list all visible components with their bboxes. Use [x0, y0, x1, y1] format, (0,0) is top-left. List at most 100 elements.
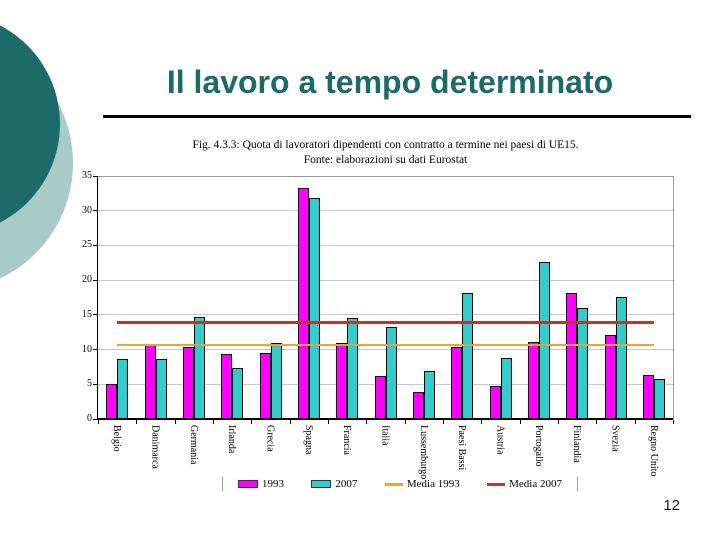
x-tick-3 [213, 420, 214, 424]
plot-right-border [673, 176, 674, 419]
y-axis-label-15: 15 [82, 308, 92, 320]
bar-2007-austria [500, 358, 512, 419]
bar-2007-lussemburgo [423, 371, 435, 419]
x-tick-7 [366, 420, 368, 424]
bar-2007-finlandia [577, 308, 589, 419]
x-axis-label-italia: Italia [379, 425, 391, 446]
legend-item-2007: 2007 [311, 478, 357, 490]
x-tick-1 [136, 420, 138, 424]
x-axis-label-francia: Francia [341, 425, 353, 455]
bar-2007-danimarca [155, 359, 167, 419]
reference-line-media-1993 [117, 343, 654, 346]
x-axis-label-austria: Austria [494, 425, 506, 455]
x-axis [97, 418, 673, 420]
y-tick-0 [93, 418, 98, 420]
gridline-20 [98, 279, 673, 281]
x-axis-label-portogallo: Portogallo [532, 425, 544, 467]
title-underline [103, 115, 691, 118]
y-tick-30 [93, 210, 98, 212]
bar-1993-danimarca [144, 345, 156, 419]
bar-2007-belgio [117, 359, 129, 419]
slide-title: Il lavoro a tempo determinato [166, 64, 614, 100]
x-tick-0 [98, 420, 99, 424]
bar-1993-belgio [106, 384, 118, 419]
bar-1993-regno-unito [642, 375, 654, 419]
x-axis-label-svezia: Svezia [609, 425, 621, 452]
legend-line-swatch-media-2007 [487, 482, 506, 486]
bar-2007-germania [193, 317, 205, 419]
legend-label: Media 1993 [406, 478, 460, 490]
legend-item-media-2007: Media 2007 [487, 478, 562, 490]
x-tick-14 [634, 420, 636, 424]
x-tick-2 [174, 420, 176, 424]
x-tick-10 [481, 420, 483, 424]
bar-1993-spagna [297, 188, 309, 419]
y-tick-35 [93, 175, 98, 177]
legend-right-tick [577, 477, 578, 491]
bar-1993-grecia [259, 353, 271, 419]
bar-1993-irlanda [221, 354, 233, 419]
bar-2007-francia [347, 318, 359, 419]
y-tick-5 [93, 383, 98, 385]
legend-label: 1993 [262, 478, 284, 490]
chart-legend: 1993 2007 Media 1993 Media 2007 [222, 475, 578, 493]
chart-title-line2: Fonte: elaborazioni su dati Eurostat [303, 154, 468, 166]
bar-1993-germania [182, 347, 194, 419]
x-tick-11 [519, 420, 521, 424]
x-axis-label-spagna: Spagna [302, 425, 314, 455]
x-tick-4 [251, 420, 253, 424]
bar-1993-italia [374, 376, 386, 419]
x-tick-6 [328, 420, 329, 424]
bar-2007-spagna [308, 198, 320, 419]
x-tick-13 [596, 420, 598, 424]
x-tick-9 [443, 420, 444, 424]
y-axis-label-25: 25 [82, 239, 92, 251]
bar-2007-irlanda [232, 368, 244, 419]
bar-1993-austria [489, 386, 501, 419]
y-tick-20 [93, 279, 98, 281]
x-axis-label-lussemburgo: Lussemburgo [417, 425, 429, 480]
bar-1993-lussemburgo [412, 392, 424, 419]
legend-item-1993: 1993 [238, 478, 284, 490]
y-axis-label-35: 35 [82, 170, 92, 181]
y-tick-25 [93, 244, 98, 246]
x-axis-label-grecia: Grecia [264, 425, 276, 452]
gridline-15 [98, 314, 673, 316]
page-number: 12 [663, 497, 680, 514]
x-axis-label-finlandia: Finlandia [571, 425, 583, 463]
legend-label: 2007 [335, 478, 358, 490]
y-axis-label-5: 5 [87, 378, 92, 390]
x-axis-label-danimarca: Danimarca [149, 425, 161, 469]
x-tick-12 [558, 420, 559, 424]
bar-1993-finlandia [566, 293, 578, 419]
reference-line-media-2007 [117, 320, 654, 324]
bar-2007-grecia [270, 343, 282, 419]
bar-2007-portogallo [538, 262, 550, 419]
chart-title-line1: Fig. 4.3.3: Quota di lavoratori dipenden… [192, 139, 579, 151]
legend-line-swatch-media-1993 [384, 482, 403, 486]
chart-title: Fig. 4.3.3: Quota di lavoratori dipenden… [98, 138, 673, 168]
legend-color-swatch-1993 [238, 480, 258, 488]
x-axis-label-irlanda: Irlanda [226, 425, 238, 454]
x-axis-label-belgio: Belgio [111, 425, 123, 452]
bar-2007-italia [385, 327, 397, 419]
x-axis-label-paesi-bassi: Paesi Bassi [456, 425, 468, 471]
legend-color-swatch-2007 [311, 480, 332, 488]
bar-2007-svezia [615, 297, 627, 419]
y-axis-label-30: 30 [82, 204, 92, 216]
x-axis-label-regno-unito: Regno Unito [647, 425, 659, 477]
y-tick-15 [93, 314, 98, 316]
gridline-30 [98, 210, 673, 212]
gridline-25 [98, 244, 673, 246]
bar-2007-paesi-bassi [462, 293, 474, 419]
bar-1993-paesi-bassi [451, 347, 463, 419]
plot-top-border [98, 176, 673, 177]
y-axis-label-10: 10 [82, 343, 92, 355]
bar-2007-regno-unito [653, 379, 665, 419]
legend-left-tick [222, 477, 223, 491]
legend-item-media-1993: Media 1993 [384, 478, 460, 490]
bar-1993-portogallo [527, 342, 539, 419]
y-tick-10 [93, 349, 98, 351]
y-axis-label-20: 20 [82, 274, 92, 286]
